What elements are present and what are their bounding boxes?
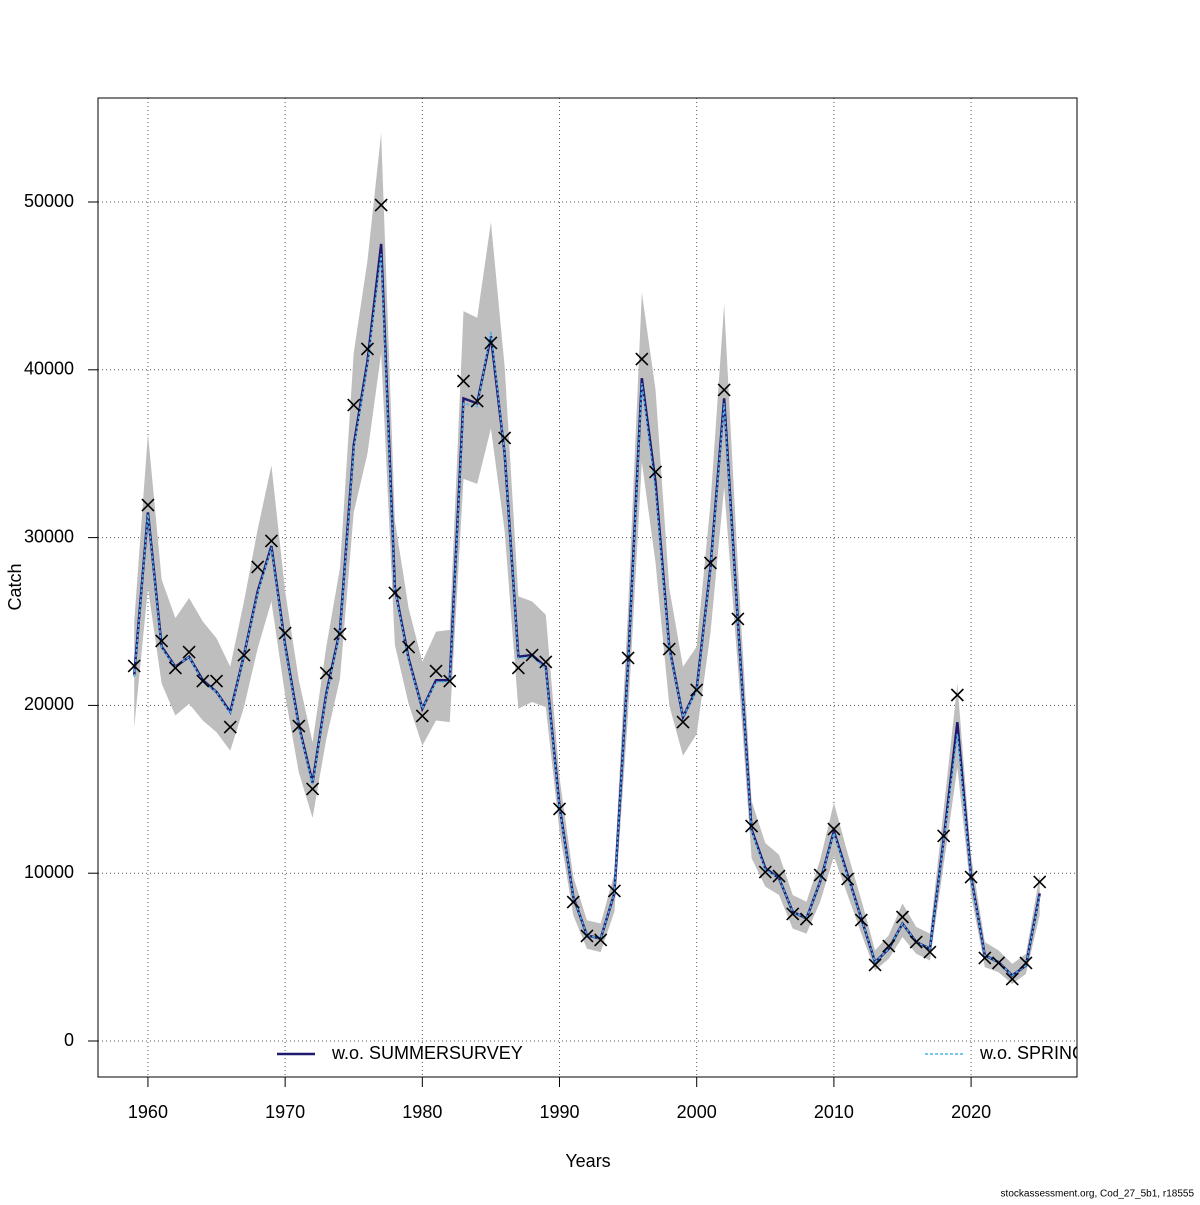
observed-marker [388,586,402,600]
observed-marker [566,895,580,909]
x-tick-label: 2020 [951,1102,991,1122]
y-tick-label: 0 [64,1030,74,1050]
x-tick-label: 1990 [539,1102,579,1122]
y-tick-label: 50000 [24,191,74,211]
confidence-band [134,133,1040,984]
x-tick-label: 1980 [402,1102,442,1122]
observed-marker [648,465,663,479]
legend-label: w.o. SPRINGSURVEY [979,1043,1160,1063]
observed-marker [923,945,937,959]
y-tick-label: 20000 [24,694,74,714]
series-line [133,253,1041,977]
observed-marker [964,870,978,884]
observed-marker [319,666,333,680]
observed-marker [580,929,594,943]
observed-marker [594,933,608,947]
observed-marker [264,534,278,548]
observed-marker [552,802,567,816]
observed-marker [511,661,525,675]
observed-marker [813,868,827,882]
footnote: stockassessment.org, Cod_27_5b1, r18555 [1001,1189,1195,1200]
observed-marker [621,651,635,665]
observed-marker [223,720,237,734]
y-tick-label: 30000 [24,526,74,546]
y-axis-label: Catch [5,563,25,610]
observed-marker [799,912,814,926]
observed-marker [937,829,951,843]
observed-marker [841,872,855,886]
observed-marker [429,664,443,678]
y-tick-label: 10000 [24,862,74,882]
x-tick-label: 2000 [677,1102,717,1122]
observed-marker [237,648,251,662]
observed-marker [827,822,841,836]
observed-marker [868,958,882,972]
observed-marker [347,398,361,412]
observed-marker [978,951,992,965]
observed-marker [182,645,196,659]
plot-frame [97,97,1078,1078]
observed-marker [306,782,320,796]
observed-marker [360,342,375,356]
observed-marker [991,956,1006,970]
observed-marker [1033,875,1047,889]
observed-marker [731,612,745,626]
observed-marker [155,634,169,648]
observed-marker [950,688,964,702]
observed-marker [717,383,731,397]
observed-marker [127,659,141,673]
observed-marker [539,655,553,669]
y-tick-label: 40000 [24,359,74,379]
observed-marker [168,661,182,675]
x-tick-label: 1960 [128,1102,168,1122]
plot-area: w.o. SUMMERSURVEY w.o. SPRINGSURVEY [127,133,1160,1063]
observed-marker [745,819,759,833]
observed-marker [470,394,484,408]
observed-marker [278,626,292,640]
observed-marker [895,910,910,924]
observed-marker [882,939,896,953]
x-tick-label: 2010 [814,1102,854,1122]
observed-marker [662,642,676,656]
observed-marker [525,648,539,662]
x-tick-label: 1970 [265,1102,305,1122]
observed-marker [690,683,704,697]
x-axis-label: Years [565,1151,610,1171]
observed-marker [758,865,772,879]
observed-marker [1019,956,1033,970]
observed-marker [854,913,868,927]
observed-marker [909,935,923,949]
observed-marker [772,869,786,883]
observed-marker [402,640,416,654]
observed-marker [703,556,717,570]
observed-marker [374,198,388,212]
observed-marker [415,709,429,723]
observed-marker [456,374,471,388]
observed-marker [676,715,690,729]
observed-marker [333,627,347,641]
observed-marker [443,674,457,688]
observed-marker [209,674,224,688]
observed-marker [786,907,800,921]
observed-marker [196,674,210,688]
observed-marker [498,431,512,445]
observed-marker [1005,972,1019,986]
series-line [132,243,1041,978]
observed-marker [635,352,649,366]
observed-marker [484,336,498,350]
observed-marker [292,719,306,733]
observed-marker [141,498,155,512]
legend-label: w.o. SUMMERSURVEY [331,1043,523,1063]
observed-marker [251,560,265,574]
observed-marker [607,884,621,898]
